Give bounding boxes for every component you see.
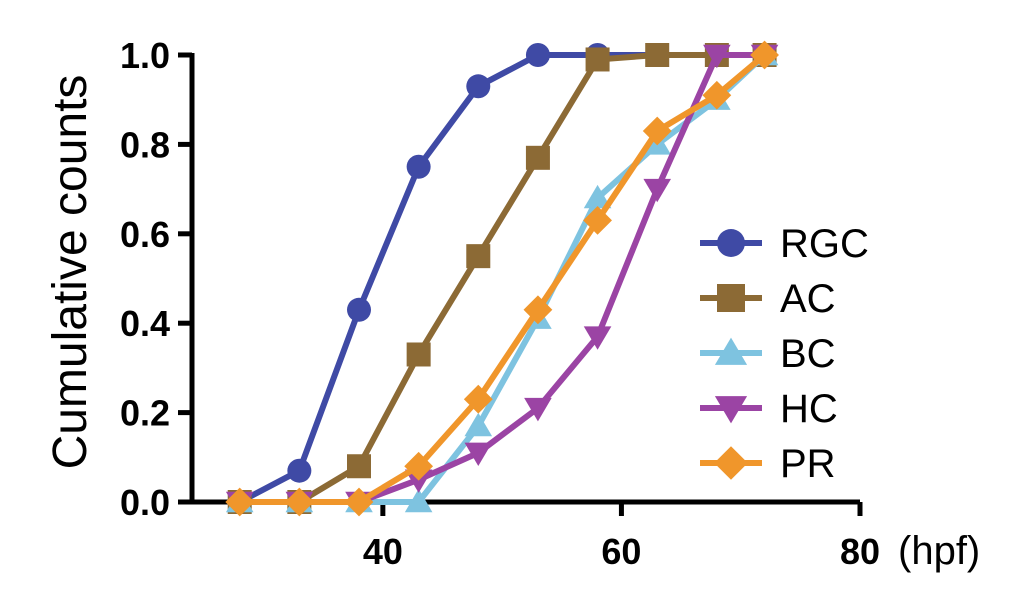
y-tick-label: 0.0 [120, 482, 170, 523]
y-tick-label: 0.4 [120, 303, 170, 344]
data-point [583, 184, 612, 209]
data-point [714, 396, 748, 424]
data-point [717, 284, 745, 312]
data-point [344, 487, 374, 517]
data-point [523, 295, 553, 325]
data-point [225, 487, 255, 517]
data-point [750, 40, 779, 70]
data-point [645, 43, 670, 67]
y-tick-label: 0.2 [120, 393, 170, 434]
data-point [525, 145, 550, 170]
data-point [284, 487, 314, 517]
x-tick-label: 60 [601, 531, 641, 572]
legend-item-pr: PR [700, 442, 836, 486]
legend-label: HC [780, 387, 838, 431]
series-line [239, 52, 765, 505]
series-line [239, 52, 767, 505]
data-point [287, 458, 312, 483]
data-point [717, 229, 745, 257]
data-point [703, 44, 731, 69]
axes: 0.0 0.2 0.4 0.6 0.8 1.0 40 60 80 (hpf) [120, 35, 980, 573]
data-point [702, 80, 732, 110]
data-point [583, 326, 612, 350]
x-tick-label: 40 [363, 531, 403, 572]
series-layer [225, 40, 779, 517]
legend-item-bc: BC [700, 332, 836, 376]
legend-item-hc: HC [700, 387, 838, 431]
y-tick-label: 0.6 [120, 214, 170, 255]
data-point [406, 154, 431, 179]
data-point [404, 488, 433, 513]
y-axis-title: Cumulative counts [44, 75, 97, 470]
x-axis-unit: (hpf) [898, 529, 980, 573]
data-point [585, 47, 610, 72]
data-point [464, 412, 493, 437]
y-tick-label: 0.8 [120, 124, 170, 165]
legend-item-ac: AC [700, 277, 836, 321]
data-point [642, 116, 672, 146]
legend-label: BC [780, 332, 836, 376]
data-point [525, 43, 550, 67]
data-point [464, 442, 493, 467]
data-point [466, 74, 491, 99]
data-point [347, 454, 371, 479]
y-tick-label: 1.0 [120, 35, 170, 76]
data-point [524, 397, 552, 422]
data-point [404, 451, 434, 481]
legend-label: RGC [780, 222, 869, 266]
data-point [714, 337, 748, 365]
data-point [404, 469, 433, 493]
data-point [714, 446, 748, 480]
data-point [406, 342, 431, 367]
legend-label: PR [780, 442, 836, 486]
data-point [583, 205, 612, 235]
x-tick-label: 80 [840, 531, 880, 572]
data-point [347, 297, 371, 322]
data-point [466, 244, 491, 269]
legend: RGC AC BC HC PR [700, 222, 869, 486]
data-point [463, 384, 493, 414]
data-point [643, 178, 672, 203]
series-pr [225, 40, 779, 517]
legend-label: AC [780, 277, 836, 321]
legend-item-rgc: RGC [700, 222, 869, 266]
series-line [239, 52, 765, 505]
